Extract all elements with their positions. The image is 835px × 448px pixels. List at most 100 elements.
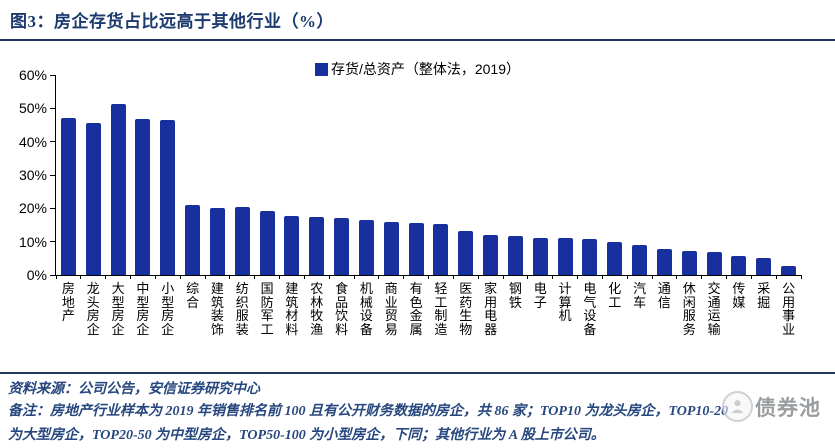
x-axis-tick [428,275,429,279]
x-axis-tick [105,275,107,279]
y-axis-tick [50,174,56,176]
y-axis-label: 50% [18,100,47,117]
x-axis-label: 建筑材料 [285,281,299,337]
bar-电气设备 [582,239,598,275]
bar-汽车 [632,245,648,275]
title-divider [0,39,835,41]
bar-有色金属 [408,223,424,275]
x-axis-label: 有色金属 [409,281,423,337]
x-axis-label: 食品饮料 [335,281,349,337]
x-axis-tick [750,275,752,279]
x-axis-tick [676,275,678,279]
x-axis-tick [55,275,57,279]
x-axis-tick [726,275,727,279]
bar-机械设备 [358,219,374,275]
x-axis-label: 公用事业 [782,281,796,337]
x-axis-label: 小型房企 [161,281,175,337]
y-axis-label: 0% [26,267,47,283]
x-axis-tick [353,275,355,279]
x-axis-label: 休闲服务 [682,281,696,337]
x-axis-label: 传媒 [732,281,746,310]
x-axis-label: 商业贸易 [384,281,398,337]
x-axis-tick [577,275,578,279]
bar-房地产 [60,118,76,275]
x-axis-tick [800,275,802,279]
y-axis-label: 40% [18,133,47,150]
x-axis-tick [154,275,156,279]
x-axis-label: 汽车 [633,281,647,310]
bar-化工 [607,241,623,275]
x-axis-label: 中型房企 [136,281,150,337]
bar-建筑材料 [284,215,300,275]
x-axis-label: 通信 [657,281,671,310]
y-axis-label: 60% [18,67,47,83]
y-axis-label: 30% [18,167,47,183]
bar-小型房企 [160,120,176,275]
note-line-1: 备注：房地产行业样本为 2019 年销售排名前 100 且有公开财务数据的房企，… [8,404,729,419]
y-axis-tick [50,274,56,276]
bar-通信 [656,248,672,275]
bar-交通运输 [706,252,722,275]
note-line-2: 为大型房企，TOP20-50 为中型房企，TOP50-100 为小型房企，下同；… [8,428,605,443]
x-axis-tick [80,275,82,279]
x-axis-label: 家用电器 [484,281,498,337]
x-axis-label: 医药生物 [459,281,473,337]
watermark-text: 债券池 [755,396,821,420]
x-axis-tick [328,275,330,279]
bar-纺织服装 [234,207,250,275]
bar-食品饮料 [334,218,350,275]
x-axis-label: 轻工制造 [434,281,448,337]
x-axis-label: 大型房企 [111,281,125,337]
x-axis-label: 采掘 [757,281,771,310]
x-axis-label: 电气设备 [583,281,597,337]
y-axis-tick [50,74,56,76]
chart-legend: 存货/总资产（整体法，2019） [0,60,835,78]
bar-中型房企 [135,119,151,275]
x-axis-tick [130,275,131,279]
x-axis-tick [254,275,256,279]
bar-钢铁 [507,236,523,275]
bar-商业贸易 [383,221,399,275]
x-axis-tick [601,275,603,279]
x-axis-label: 计算机 [558,281,572,323]
x-axis-label: 房地产 [61,281,75,323]
y-axis-tick [50,207,56,209]
x-axis-label: 农林牧渔 [310,281,324,337]
person-in-circle-logo-icon [722,391,753,422]
x-axis-tick [229,275,231,279]
x-axis-tick [477,275,479,279]
x-axis-tick [452,275,454,279]
x-axis-tick [626,275,628,279]
bar-轻工制造 [433,223,449,275]
bar-综合 [185,205,201,275]
x-axis-tick [204,275,206,279]
bar-建筑装饰 [209,207,225,275]
bar-农林牧渔 [309,217,325,275]
x-axis-label: 交通运输 [707,281,721,337]
x-axis-tick [701,275,703,279]
bar-公用事业 [781,265,797,275]
x-axis-tick [527,275,529,279]
footer-divider [0,372,835,374]
bar-医药生物 [458,230,474,275]
x-axis-label: 龙头房企 [86,281,100,337]
x-axis-label: 电子 [533,281,547,310]
x-axis-tick [378,275,380,279]
x-axis-tick [502,275,504,279]
legend-label: 存货/总资产（整体法，2019） [330,61,521,77]
x-axis-tick [179,275,181,279]
watermark: 债券池 [722,391,821,422]
x-axis-label: 机械设备 [359,281,373,337]
x-axis-tick [303,275,305,279]
bar-龙头房企 [85,123,101,275]
bar-大型房企 [110,104,126,275]
x-axis-tick [775,275,777,279]
bar-国防军工 [259,210,275,275]
bar-休闲服务 [681,250,697,275]
y-axis-label: 20% [18,200,47,217]
legend-swatch-icon [314,62,328,76]
x-axis-label: 化工 [608,281,622,310]
x-axis-tick [279,275,280,279]
x-axis-label: 建筑装饰 [210,281,224,337]
